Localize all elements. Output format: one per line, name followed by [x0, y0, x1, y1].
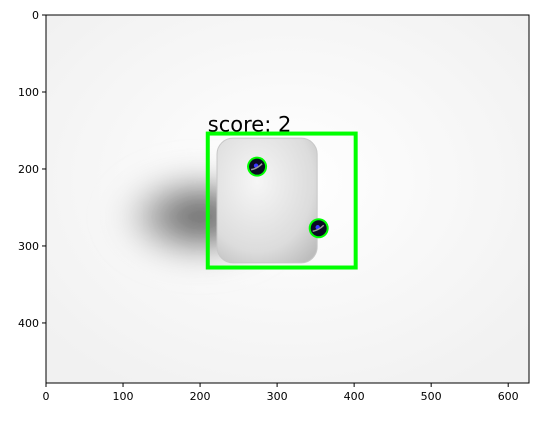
- detection-box: [205, 131, 358, 270]
- y-tick: 100: [18, 86, 46, 99]
- y-tick-label: 0: [32, 9, 39, 22]
- y-tick-label: 400: [18, 317, 39, 330]
- y-tick: 0: [32, 9, 46, 22]
- photo: [46, 15, 529, 383]
- x-tick-label: 300: [267, 390, 288, 403]
- x-tick-label: 0: [43, 390, 50, 403]
- y-tick: 400: [18, 317, 46, 330]
- pip-upper-left: [247, 156, 268, 177]
- x-tick-label: 100: [113, 390, 134, 403]
- y-tick-label: 300: [18, 240, 39, 253]
- x-tick: 300: [267, 383, 288, 403]
- axes-frame: [45, 14, 530, 384]
- x-tick: 600: [498, 383, 519, 403]
- die: [216, 137, 318, 264]
- y-tick: 300: [18, 240, 46, 253]
- x-tick-label: 600: [498, 390, 519, 403]
- x-tick-label: 500: [421, 390, 442, 403]
- x-tick: 500: [421, 383, 442, 403]
- x-tick: 200: [190, 383, 211, 403]
- x-tick: 0: [43, 383, 50, 403]
- x-tick: 400: [344, 383, 365, 403]
- x-tick-label: 200: [190, 390, 211, 403]
- y-tick-label: 100: [18, 86, 39, 99]
- y-tick-label: 200: [18, 163, 39, 176]
- x-tick-label: 400: [344, 390, 365, 403]
- x-tick: 100: [113, 383, 134, 403]
- detection-label: score: 2: [208, 113, 292, 137]
- y-tick: 200: [18, 163, 46, 176]
- pip-lower-right: [308, 218, 329, 239]
